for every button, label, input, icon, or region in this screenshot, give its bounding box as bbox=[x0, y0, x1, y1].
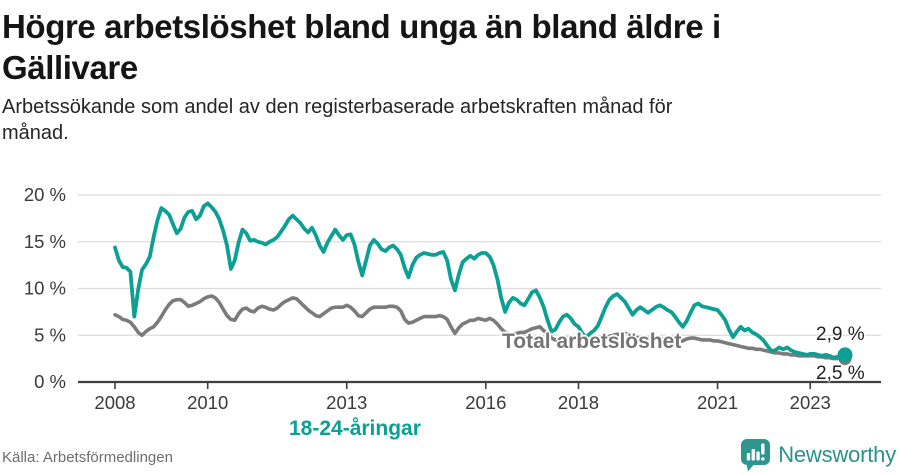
end-value-label-young: 2,9 % bbox=[816, 324, 865, 345]
y-tick-label-5: 5 % bbox=[34, 324, 66, 345]
series-label-total: Total arbetslöshet bbox=[502, 330, 682, 353]
unemployment-line-chart: 2008 2010 2013 2016 2018 2021 2023 0 % 5 % 10 % 15… bbox=[0, 170, 900, 440]
chart-subtitle: Arbetssökande som andel av den registerb… bbox=[2, 94, 862, 146]
page-title-line1: Högre arbetslöshet bland unga än bland ä… bbox=[2, 8, 721, 45]
x-tick-label-2021: 2021 bbox=[697, 392, 738, 413]
newsworthy-bar-chart-icon bbox=[741, 439, 771, 472]
x-tick-label-2016: 2016 bbox=[465, 392, 506, 413]
newsworthy-logo[interactable]: Newsworthy bbox=[740, 438, 896, 472]
page-title: Högre arbetslöshet bland unga än bland ä… bbox=[2, 6, 822, 88]
series-label-young: 18-24-åringar bbox=[289, 417, 421, 440]
x-tick-label-2018: 2018 bbox=[558, 392, 599, 413]
x-tick-label-2008: 2008 bbox=[94, 392, 135, 413]
x-tick-label-2013: 2013 bbox=[326, 392, 367, 413]
x-tick-label-2023: 2023 bbox=[790, 392, 831, 413]
chart-canvas: 2008 2010 2013 2016 2018 2021 2023 0 % 5 % 10 % 15… bbox=[24, 184, 881, 413]
y-tick-label-10: 10 % bbox=[24, 278, 66, 299]
young-series-endpoint-dot bbox=[837, 347, 853, 363]
y-tick-label-0: 0 % bbox=[34, 371, 66, 392]
end-value-label-total: 2,5 % bbox=[816, 363, 865, 384]
page-title-line2: Gällivare bbox=[2, 49, 138, 86]
total-series-line bbox=[113, 294, 847, 361]
chart-subtitle-line2: månad. bbox=[2, 122, 69, 144]
x-tick-label-2010: 2010 bbox=[187, 392, 228, 413]
chart-subtitle-line1: Arbetssökande som andel av den registerb… bbox=[2, 96, 673, 118]
newsworthy-wordmark: Newsworthy bbox=[778, 442, 896, 467]
y-tick-label-15: 15 % bbox=[24, 231, 66, 252]
source-attribution: Källa: Arbetsförmedlingen bbox=[2, 449, 173, 466]
y-tick-label-20: 20 % bbox=[24, 184, 66, 205]
young-series-line bbox=[113, 201, 847, 360]
